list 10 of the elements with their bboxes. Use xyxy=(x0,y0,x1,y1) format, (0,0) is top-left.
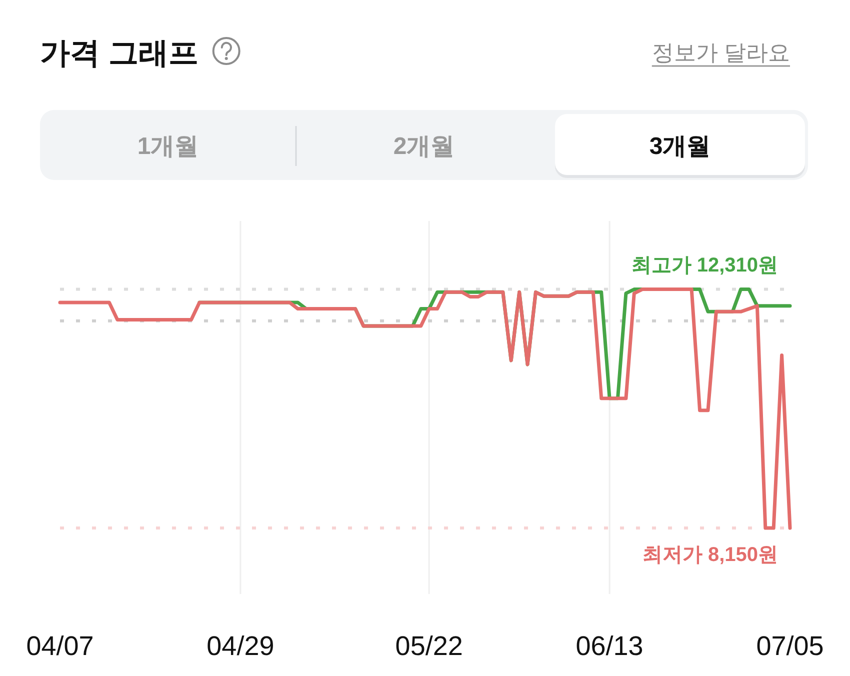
x-tick-label: 05/22 xyxy=(395,631,463,661)
ref-line-label: 최저가 8,150원 xyxy=(642,544,778,566)
period-tabs: 1개월 2개월 3개월 xyxy=(40,110,808,180)
x-tick-label: 06/13 xyxy=(576,631,644,661)
ref-line-label: 최고가 12,310원 xyxy=(631,254,778,276)
x-tick-label: 04/29 xyxy=(206,631,274,661)
header: 가격 그래프 정보가 달라요 xyxy=(40,37,790,70)
x-tick-label: 04/07 xyxy=(26,631,94,661)
chart-title: 가격 그래프 xyxy=(40,37,198,70)
x-tick-label: 07/05 xyxy=(756,631,824,661)
